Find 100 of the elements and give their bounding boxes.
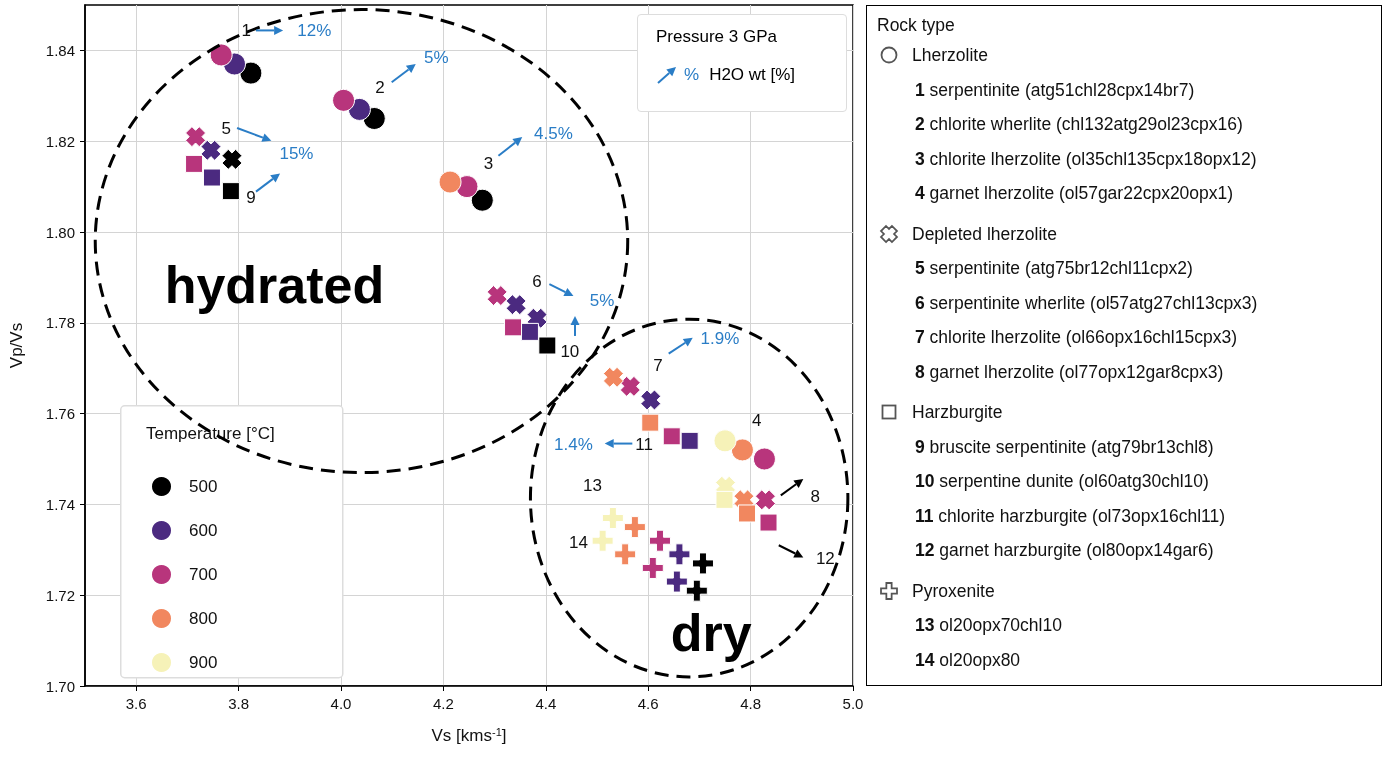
- x-tick-label: 3.8: [228, 695, 250, 712]
- text: Harzburgite: [912, 401, 1003, 424]
- text: 8 garnet lherzolite (ol77opx12gar8cpx3): [914, 360, 1225, 384]
- text: 4 garnet lherzolite (ol57gar22cpx20opx1): [914, 182, 1235, 205]
- x-tick-label: 4.4: [535, 695, 557, 712]
- annotation: 7: [653, 355, 663, 375]
- point: [486, 285, 508, 307]
- point: [185, 154, 204, 173]
- point: [680, 431, 699, 450]
- point: [623, 516, 646, 539]
- point: [520, 322, 539, 341]
- point: [221, 182, 240, 201]
- point: [239, 61, 263, 85]
- point: [759, 513, 778, 532]
- text: Depleted lherzolite: [912, 222, 1057, 246]
- point: [332, 88, 356, 112]
- annotation: 11: [635, 434, 653, 454]
- annotation: dry: [670, 603, 752, 662]
- annotation: %: [684, 65, 700, 85]
- point: [619, 375, 641, 397]
- point: [730, 438, 754, 462]
- point: [668, 543, 691, 566]
- point: [185, 126, 207, 148]
- point: [504, 318, 523, 337]
- point: [221, 148, 243, 170]
- point: [685, 579, 708, 602]
- annotation: 12%: [297, 20, 332, 40]
- annotation: 15%: [279, 143, 314, 163]
- annotation: 1.9%: [700, 328, 740, 348]
- point: [665, 570, 688, 593]
- text: Pyroxenite: [912, 579, 995, 603]
- x-tick-label: 5.0: [842, 695, 864, 712]
- text: 2 chlorite wherlite (chl132atg29ol23cpx16): [914, 113, 1244, 136]
- annotation: 5: [221, 118, 232, 138]
- point: [602, 366, 624, 388]
- legend-label: 500: [189, 477, 218, 496]
- point: [614, 543, 637, 566]
- annotation: 13: [582, 475, 602, 495]
- point: [641, 413, 660, 432]
- annotation: Pressure 3 GPa: [656, 27, 778, 47]
- text: 3 chlorite lherzolite (ol35chl135cpx18opx12): [914, 147, 1258, 171]
- point: [438, 170, 462, 194]
- text: 9 bruscite serpentinite (atg79br13chl8): [914, 435, 1215, 459]
- point: [601, 507, 624, 530]
- annotation: 5%: [423, 47, 449, 67]
- point: [470, 188, 494, 212]
- point: [641, 556, 664, 579]
- point: [640, 389, 662, 411]
- y-tick-label: 1.76: [45, 405, 75, 423]
- legend-label: 600: [189, 521, 218, 540]
- point: [648, 529, 671, 552]
- annotation: 1.4%: [554, 434, 593, 454]
- point: [202, 168, 221, 187]
- annotation: 9: [246, 187, 256, 207]
- x-tick-label: 4.0: [330, 695, 352, 712]
- point: [715, 490, 734, 509]
- text: 10 serpentine dunite (ol60atg30chl10): [914, 470, 1210, 493]
- y-tick-label: 1.74: [45, 495, 75, 513]
- annotation: 6: [532, 271, 542, 291]
- text: 6 serpentinite wherlite (ol57atg27chl13cpx3): [914, 291, 1259, 315]
- y-tick-label: 1.82: [45, 132, 75, 150]
- annotation: H2O wt [%]: [709, 65, 796, 85]
- x-tick-label: 4.6: [637, 695, 659, 712]
- y-axis-title: Vp/Vs: [7, 322, 26, 369]
- legend-label: 900: [189, 653, 218, 672]
- y-tick-label: 1.84: [45, 41, 75, 59]
- text: 5 serpentinite (atg75br12chl11cpx2): [914, 257, 1194, 280]
- annotation: 14: [569, 532, 589, 552]
- y-tick-label: 1.72: [45, 586, 75, 604]
- text: Rock type: [877, 14, 956, 37]
- point: [200, 139, 222, 161]
- x-tick-label: 4.8: [740, 695, 762, 712]
- point: [691, 552, 714, 575]
- note-box: Pressure 3 GPa % H2O wt [%]: [637, 14, 847, 112]
- legend-label: 700: [189, 565, 218, 584]
- y-tick-label: 1.78: [45, 314, 75, 332]
- x-tick-label: 3.6: [125, 695, 147, 712]
- point: [662, 427, 681, 446]
- point: [713, 429, 737, 453]
- annotation: 1: [241, 20, 251, 40]
- annotation: 2: [375, 77, 385, 97]
- text: Lherzolite: [912, 44, 988, 67]
- annotation: 12: [815, 548, 835, 568]
- text: 14 ol20opx80: [914, 648, 1022, 672]
- point: [538, 336, 557, 355]
- point: [752, 447, 776, 471]
- x-tick-label: 4.2: [432, 695, 454, 712]
- text: 1 serpentinite (atg51chl28cpx14br7): [914, 78, 1196, 102]
- text: 13 ol20opx70chl10: [914, 614, 1063, 637]
- annotation: 10: [560, 341, 580, 361]
- text: 12 garnet harzburgite (ol80opx14gar6): [914, 539, 1215, 562]
- y-tick-label: 1.80: [45, 223, 75, 241]
- annotation: 4.5%: [534, 123, 573, 143]
- point: [209, 43, 233, 67]
- annotation: hydrated: [164, 256, 385, 315]
- legend-label: 800: [189, 609, 218, 628]
- annotation: 4: [752, 410, 762, 430]
- text: 11 chlorite harzburgite (ol73opx16chl11): [914, 504, 1226, 528]
- y-tick-label: 1.70: [45, 677, 75, 695]
- legend-title: Temperature [°C]: [146, 424, 275, 443]
